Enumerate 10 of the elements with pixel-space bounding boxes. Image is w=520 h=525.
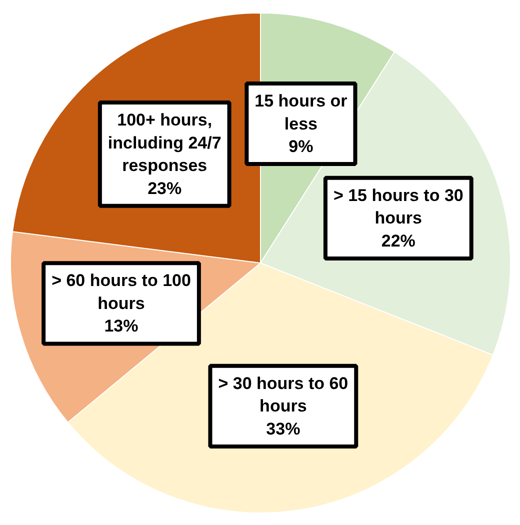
- slice-label: 100+ hours, including 24/7 responses: [108, 110, 222, 176]
- data-label: 22%: [381, 231, 416, 250]
- slice-label: > 30 hours to 60 hours: [218, 374, 348, 416]
- data-label: 23%: [148, 178, 182, 198]
- slice-label: > 60 hours to 100 hours: [52, 271, 191, 313]
- data-label: 9%: [288, 137, 314, 156]
- data-label: 33%: [266, 420, 300, 439]
- slice-label: 15 hours or less: [254, 91, 348, 134]
- slice-label: > 15 hours to 30 hours: [333, 186, 464, 228]
- data-label: 13%: [104, 316, 138, 336]
